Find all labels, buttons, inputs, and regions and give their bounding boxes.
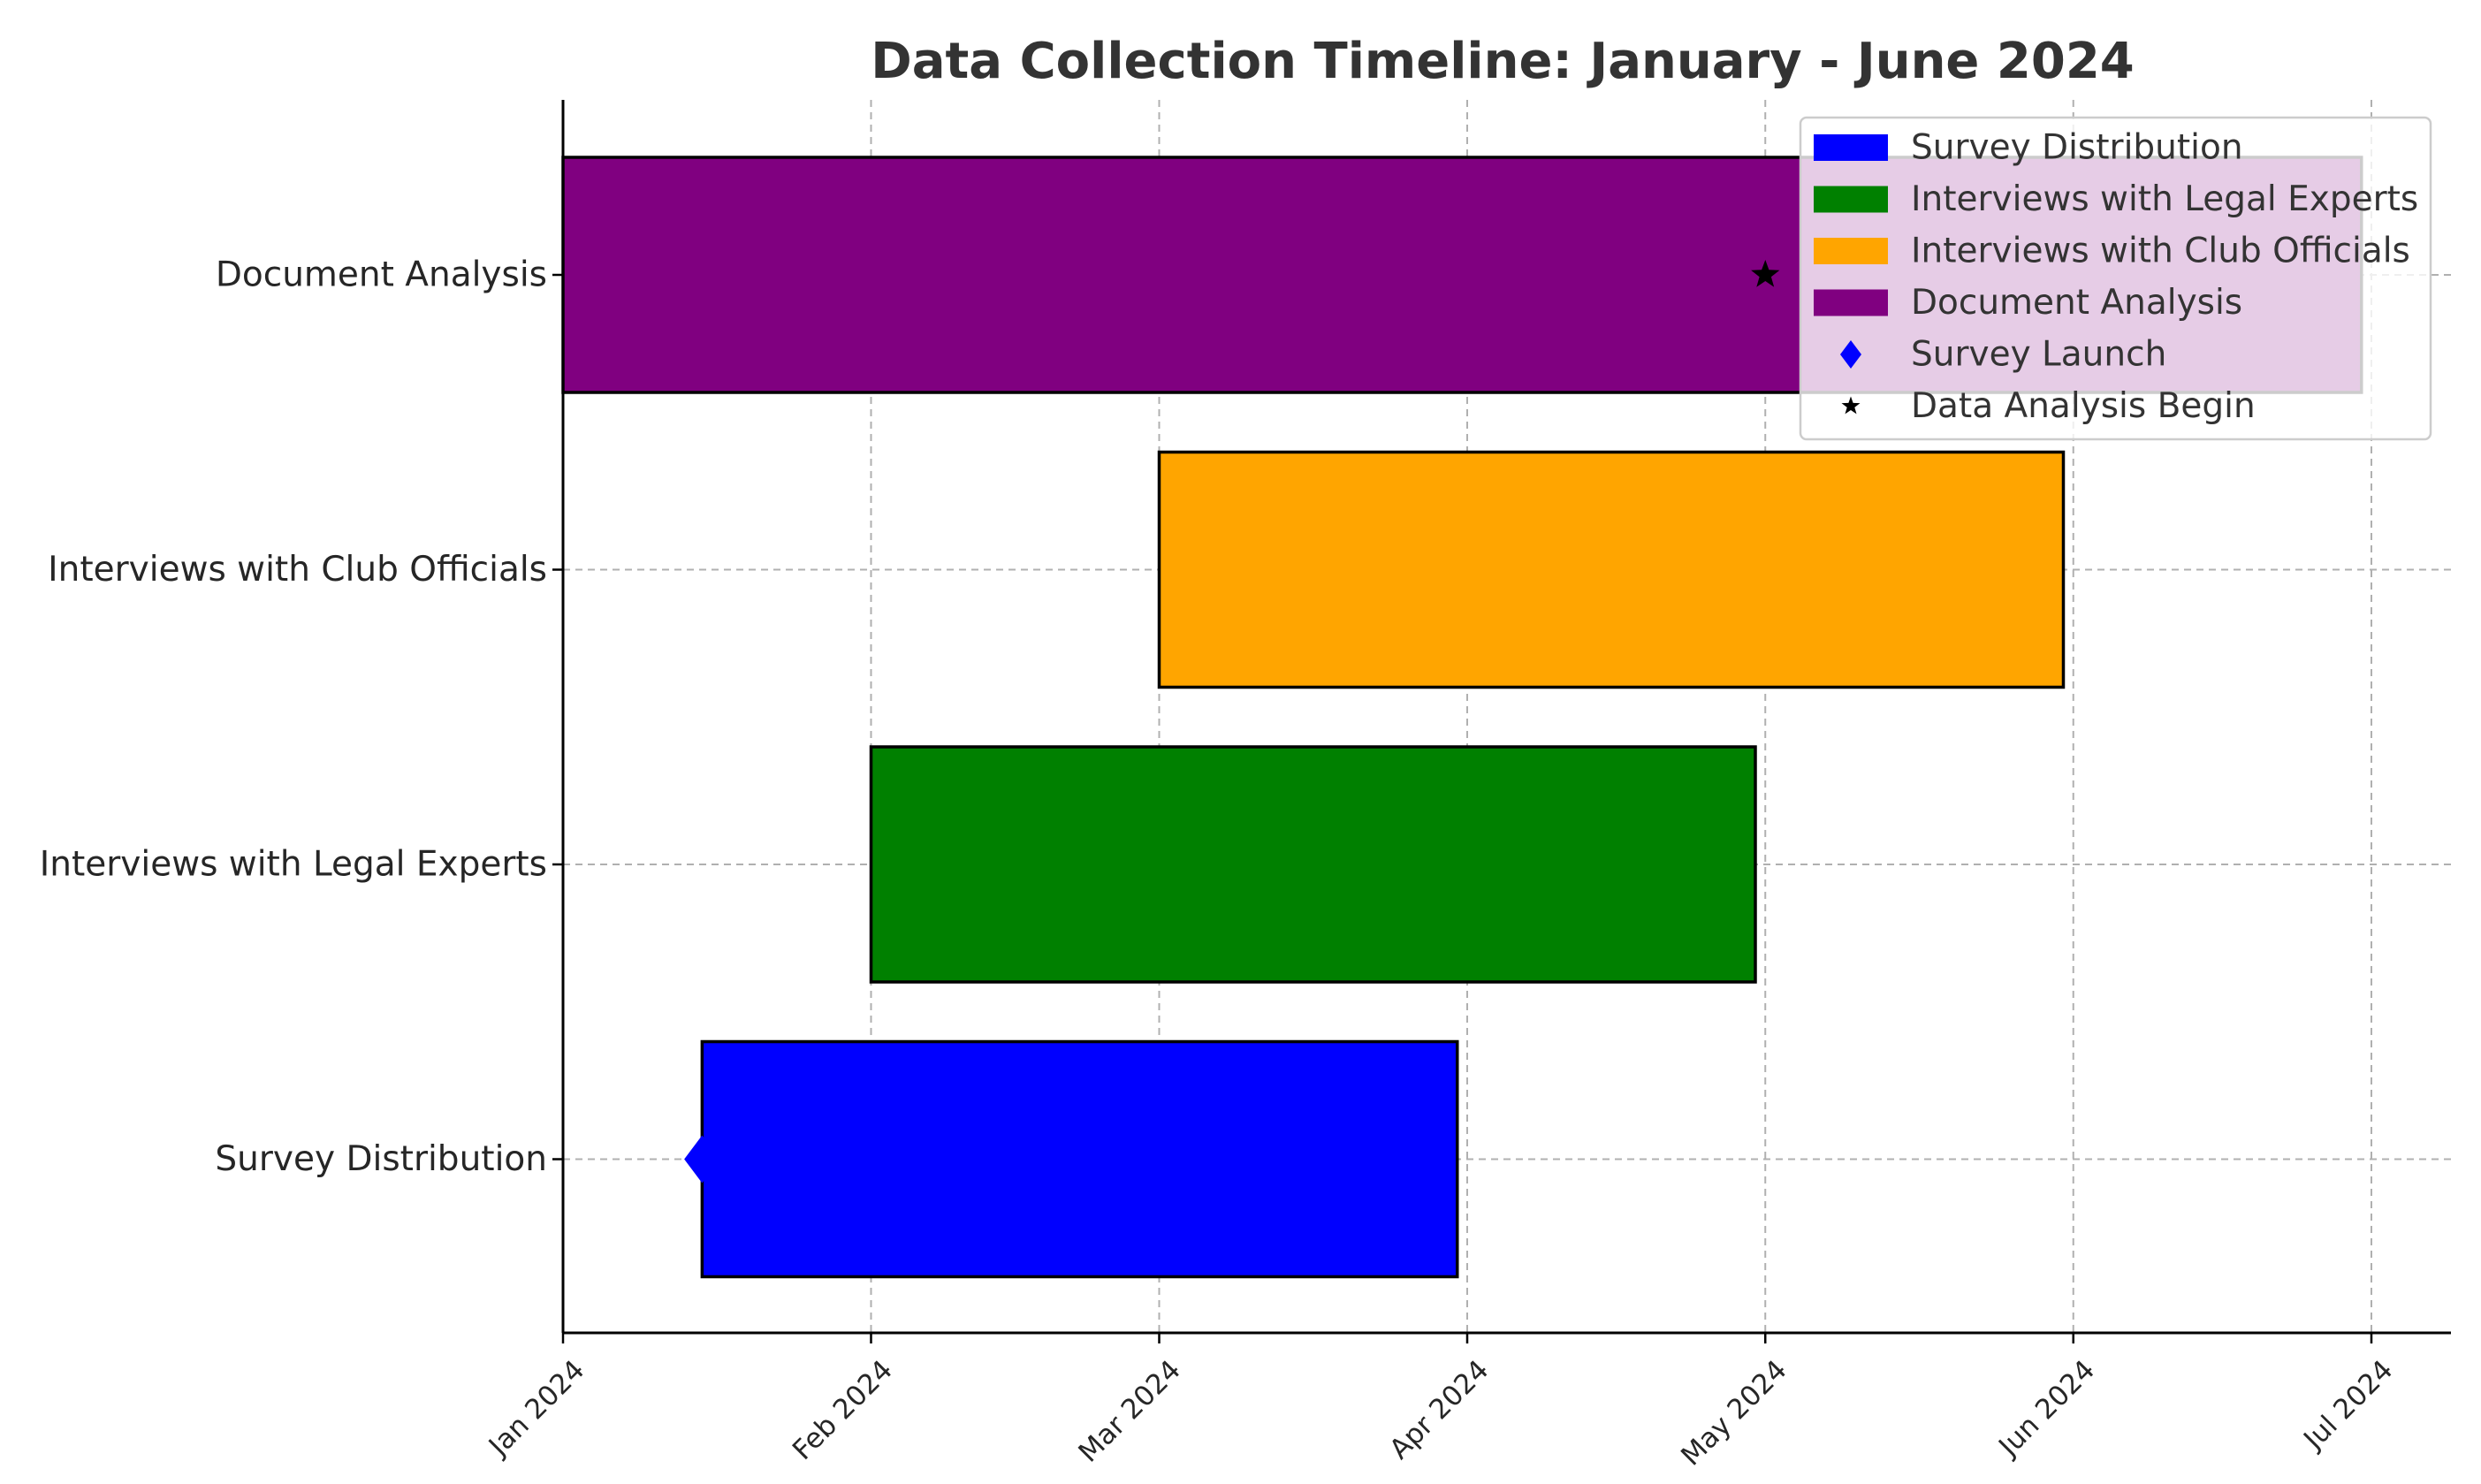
legend-label: Interviews with Legal Experts	[1911, 179, 2418, 219]
task-bar	[1157, 450, 2066, 689]
legend-swatch	[1814, 134, 1888, 161]
milestone-diamond-icon	[684, 1135, 720, 1183]
legend-star-icon	[1841, 396, 1861, 415]
legend-swatch	[1814, 238, 1888, 264]
legend-label: Data Analysis Begin	[1911, 386, 2256, 426]
legend-label: Document Analysis	[1911, 283, 2242, 323]
milestones-layer	[684, 260, 1780, 1183]
y-tick-label: Document Analysis	[216, 255, 547, 295]
legend-diamond-icon	[1840, 340, 1861, 369]
x-tick-label: Apr 2024	[1383, 1354, 1495, 1465]
x-tick-label: May 2024	[1675, 1354, 1793, 1473]
x-tick-label: Jun 2024	[1991, 1354, 2101, 1464]
legend-label: Survey Launch	[1911, 335, 2166, 375]
legend: Survey Distribution Interviews with Legal…	[1799, 116, 2432, 441]
chart-title: Data Collection Timeline: January - June…	[871, 33, 2135, 90]
y-tick-label: Interviews with Legal Experts	[40, 845, 547, 885]
task-bar	[700, 1039, 1459, 1279]
x-tick-label: Mar 2024	[1072, 1354, 1187, 1469]
legend-swatch	[1814, 289, 1888, 316]
x-tick-label: Jul 2024	[2296, 1354, 2399, 1457]
y-tick-label: Interviews with Club Officials	[48, 550, 547, 590]
x-tick-label: Feb 2024	[787, 1354, 899, 1466]
legend-label: Survey Distribution	[1911, 128, 2243, 168]
milestone-star-icon	[1751, 260, 1780, 287]
y-tick-label: Survey Distribution	[215, 1139, 547, 1179]
legend-label: Interviews with Club Officials	[1911, 232, 2410, 271]
legend-box	[1799, 116, 2432, 441]
task-bar	[869, 745, 1757, 984]
legend-swatch	[1814, 186, 1888, 213]
x-tick-label: Jan 2024	[482, 1354, 590, 1463]
